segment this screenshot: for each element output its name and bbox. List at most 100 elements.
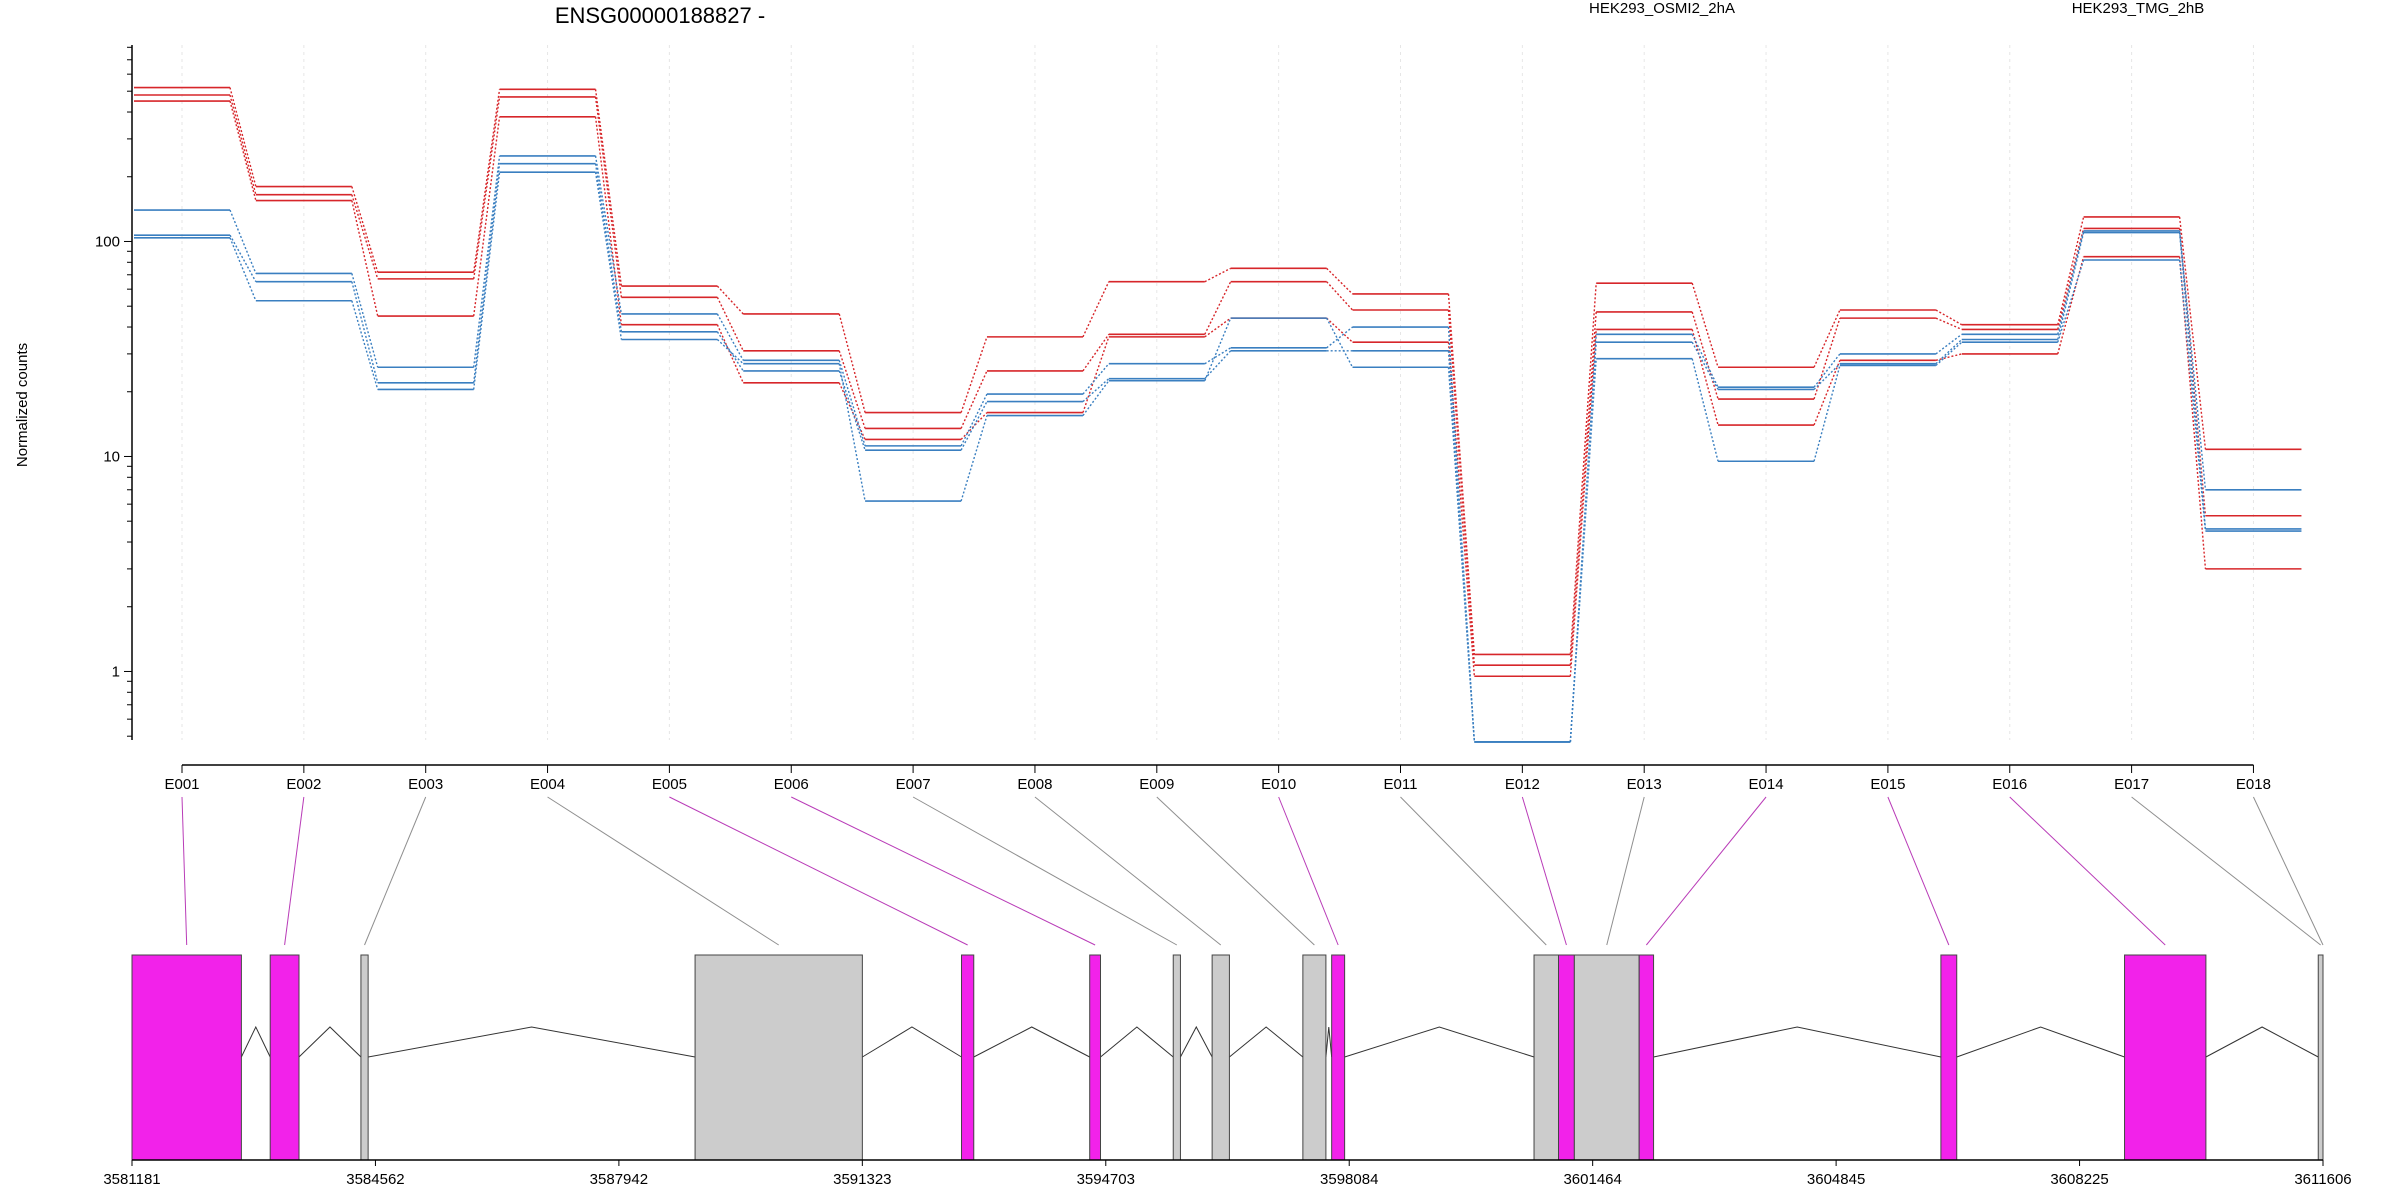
coord-tick-label: 3591323 <box>833 1171 891 1188</box>
coord-tick-label: 3581181 <box>103 1171 160 1188</box>
series-2-connector <box>716 296 744 352</box>
exon-box-e002 <box>269 954 300 1161</box>
exon-box-e008 <box>1211 954 1230 1161</box>
connector-e001 <box>181 796 188 946</box>
exon-label-e002: E002 <box>286 776 321 793</box>
series-4-connector <box>229 209 257 274</box>
exon-label-e014: E014 <box>1749 776 1784 793</box>
vertical-gridlines <box>181 45 2254 740</box>
series-6-connector <box>1935 341 1963 366</box>
series-1-connector <box>2178 216 2207 450</box>
series-6-connector <box>960 415 988 502</box>
coord-tick-label: 3604845 <box>1807 1171 1865 1188</box>
series-4-connector <box>838 360 866 447</box>
series-3-connector <box>229 100 257 201</box>
coord-tick-label: 3601464 <box>1563 1171 1621 1188</box>
series-3-connector <box>594 116 623 325</box>
series-3-connector <box>960 412 988 440</box>
exon-label-e018: E018 <box>2236 776 2271 793</box>
series-6-connector <box>473 172 501 390</box>
connector-e015 <box>1887 796 1950 946</box>
series-4-connector <box>1447 326 1476 743</box>
series-3-connector <box>1691 329 1719 426</box>
exon-box-e009 <box>1302 954 1327 1161</box>
series-6-connector <box>1813 365 1841 462</box>
connector-e007 <box>912 796 1178 946</box>
connector-e003 <box>364 796 427 946</box>
series-3-connector <box>1326 317 1353 343</box>
series-1-connector <box>229 87 257 187</box>
chart-title: ENSG00000188827 - <box>555 3 765 28</box>
exon-label-e013: E013 <box>1627 776 1662 793</box>
y-tick-label: 10 <box>103 448 120 465</box>
connector-e012 <box>1521 796 1567 946</box>
series-2-connector <box>1935 317 1963 331</box>
series-6-connector <box>716 338 744 365</box>
coord-tick-label: 3598084 <box>1320 1171 1378 1188</box>
exon-box-e007 <box>1172 954 1181 1161</box>
exon-box-e012 <box>1558 954 1575 1161</box>
series-1-connector <box>1326 267 1353 295</box>
legend-entry-tmg: HEK293_TMG_2hB <box>2072 0 2205 17</box>
series-2-connector <box>838 350 866 429</box>
series-1-connector <box>1813 309 1841 368</box>
series-1-connector <box>716 285 744 315</box>
exon-box-e006 <box>1089 954 1102 1161</box>
connector-e002 <box>284 796 305 946</box>
connector-e013 <box>1606 796 1645 946</box>
series-6-connector <box>1326 317 1354 368</box>
series-5-connector <box>351 281 379 384</box>
exon-label-e012: E012 <box>1505 776 1540 793</box>
connector-e009 <box>1156 796 1315 946</box>
intron-line <box>1653 1026 1942 1058</box>
series-6-connector <box>229 237 257 302</box>
series-4-connector <box>1935 333 1963 355</box>
series-4-connector <box>2057 230 2085 335</box>
series-2-connector <box>960 370 988 429</box>
series-2-connector <box>1082 333 1110 372</box>
series-2-connector <box>473 96 501 279</box>
exon-label-e008: E008 <box>1017 776 1052 793</box>
exon-label-e007: E007 <box>896 776 931 793</box>
series-6-connector <box>1691 358 1719 462</box>
series-5-connector <box>1691 341 1719 390</box>
exon-box-e005 <box>961 954 975 1161</box>
intron-line <box>240 1025 271 1058</box>
coord-tick-label: 3587942 <box>590 1171 648 1188</box>
series-2-connector <box>1204 281 1232 335</box>
exon-label-e015: E015 <box>1870 776 1905 793</box>
series-3-connector <box>1082 336 1110 413</box>
connector-e008 <box>1034 796 1222 946</box>
exon-label-e016: E016 <box>1992 776 2027 793</box>
series-4-connector <box>473 155 501 368</box>
series-3-connector <box>2057 256 2085 355</box>
gene-model <box>131 954 2324 1161</box>
series-1-connector <box>351 186 379 273</box>
series-5-connector <box>1935 338 1963 365</box>
exon-label-e017: E017 <box>2114 776 2149 793</box>
intron-line <box>1100 1026 1174 1058</box>
exon-label-e011: E011 <box>1384 776 1418 793</box>
connector-e018 <box>2252 796 2324 946</box>
series-4-connector <box>960 393 988 447</box>
intron-line <box>2205 1026 2319 1058</box>
series-5-connector <box>229 234 257 283</box>
series-1-connector <box>1447 293 1476 655</box>
exon-label-e003: E003 <box>408 776 443 793</box>
series-3-connector <box>716 324 744 384</box>
exon-connector-lines <box>181 796 2324 946</box>
series-2-connector <box>594 96 623 298</box>
exon-label-e005: E005 <box>652 776 687 793</box>
series-2-connector <box>351 194 379 280</box>
exon-box-e017 <box>2317 954 2324 1161</box>
coord-tick-label: 3584562 <box>346 1171 404 1188</box>
series-5-connector <box>1447 350 1476 743</box>
series-1-connector <box>1935 309 1963 326</box>
y-tick-label: 1 <box>112 663 120 680</box>
coord-tick-label: 3594703 <box>1077 1171 1135 1188</box>
series-lines <box>134 86 2302 743</box>
series-2-connector <box>1691 311 1719 400</box>
series-4-connector <box>1813 353 1841 388</box>
series-5-connector <box>2057 232 2085 340</box>
series-6-connector <box>1082 380 1110 416</box>
